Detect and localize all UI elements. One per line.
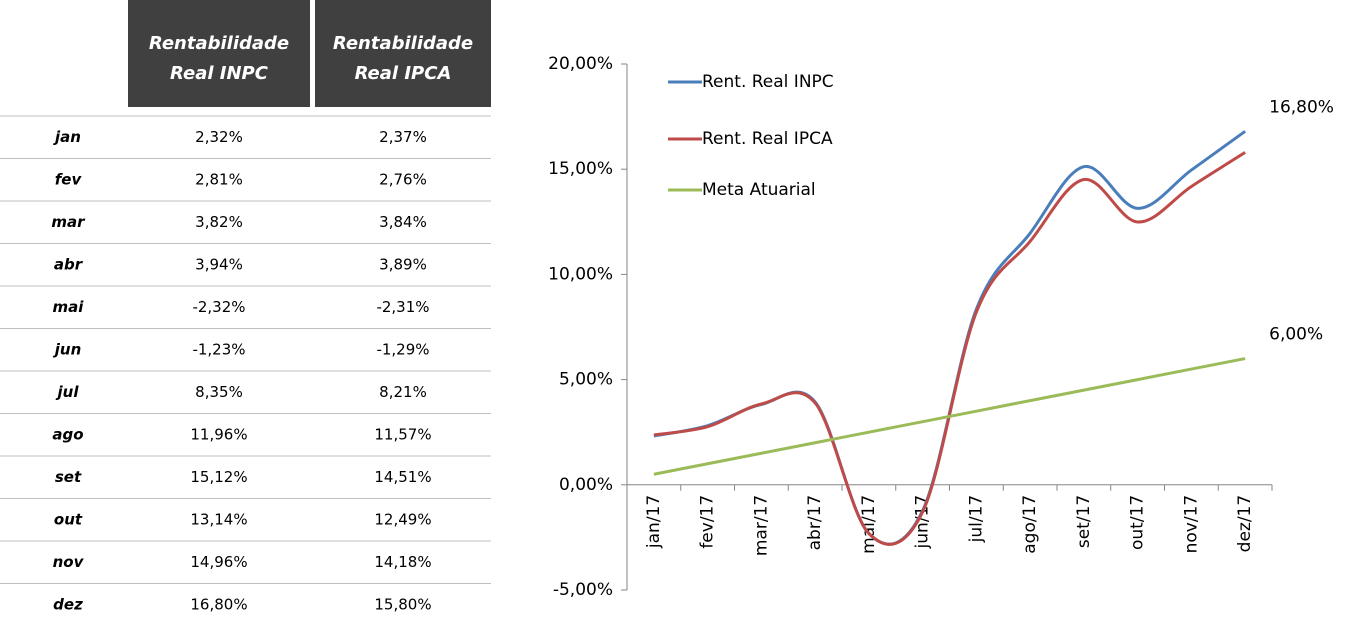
value-cell: 3,84% — [379, 213, 427, 231]
series-line — [653, 151, 1246, 546]
value-cell: 16,80% — [190, 595, 247, 613]
header-cell — [315, 0, 491, 107]
header-text: Real IPCA — [355, 63, 452, 84]
value-cell: 3,82% — [195, 213, 243, 231]
data-label: 6,00% — [1269, 325, 1323, 345]
y-tick-label: 20,00% — [548, 54, 613, 74]
value-cell: 2,32% — [195, 128, 243, 146]
value-cell: 3,94% — [195, 255, 243, 273]
value-cell: 14,51% — [374, 468, 431, 486]
month-cell: set — [55, 468, 82, 486]
value-cell: -1,29% — [376, 340, 429, 358]
header-cell — [128, 0, 310, 107]
month-cell: nov — [53, 553, 85, 571]
series-line — [653, 357, 1246, 476]
value-cell: 2,81% — [195, 170, 243, 188]
x-tick-label: ago/17 — [1020, 495, 1040, 554]
x-tick-label: abr/17 — [805, 495, 825, 551]
value-cell: 3,89% — [379, 255, 427, 273]
header-text: Real INPC — [170, 63, 269, 84]
x-tick-label: out/17 — [1128, 495, 1148, 550]
x-tick-label: dez/17 — [1235, 495, 1255, 553]
y-tick-label: 0,00% — [559, 475, 613, 495]
x-tick-label: jan/17 — [644, 495, 664, 549]
month-cell: jun — [53, 340, 82, 358]
value-cell: 11,96% — [190, 425, 247, 443]
value-cell: 2,37% — [379, 128, 427, 146]
value-cell: 2,76% — [379, 170, 427, 188]
x-tick-label: jun/17 — [913, 495, 933, 550]
value-cell: 14,96% — [190, 553, 247, 571]
month-cell: ago — [52, 425, 83, 443]
y-tick-label: 10,00% — [548, 264, 613, 284]
value-cell: 11,57% — [374, 425, 431, 443]
value-cell: -2,32% — [192, 298, 245, 316]
data-label: 16,80% — [1269, 97, 1334, 117]
value-cell: 8,21% — [379, 383, 427, 401]
x-tick-label: mar/17 — [751, 495, 771, 556]
month-cell: jan — [53, 128, 81, 146]
value-cell: -2,31% — [376, 298, 429, 316]
header-text: Rentabilidade — [149, 33, 289, 54]
y-tick-label: -5,00% — [553, 580, 613, 600]
value-cell: 13,14% — [190, 510, 247, 528]
y-tick-label: 15,00% — [548, 159, 613, 179]
month-cell: mai — [53, 298, 85, 316]
x-tick-label: fev/17 — [698, 495, 718, 549]
value-cell: 14,18% — [374, 553, 431, 571]
month-cell: jul — [56, 383, 80, 401]
x-tick-label: jul/17 — [966, 495, 986, 544]
value-cell: 15,80% — [374, 595, 431, 613]
month-cell: dez — [53, 595, 83, 613]
x-tick-label: nov/17 — [1181, 495, 1201, 554]
value-cell: 15,12% — [190, 468, 247, 486]
value-cell: -1,23% — [192, 340, 245, 358]
legend-label: Rent. Real INPC — [702, 72, 834, 92]
legend-label: Meta Atuarial — [702, 180, 816, 200]
value-cell: 12,49% — [374, 510, 431, 528]
x-tick-label: set/17 — [1074, 495, 1094, 548]
month-cell: abr — [54, 255, 84, 273]
month-cell: out — [54, 510, 83, 528]
month-cell: fev — [55, 170, 83, 188]
month-cell: mar — [51, 213, 86, 231]
y-tick-label: 5,00% — [559, 370, 613, 390]
value-cell: 8,35% — [195, 383, 243, 401]
legend-label: Rent. Real IPCA — [702, 129, 833, 149]
header-text: Rentabilidade — [333, 33, 473, 54]
